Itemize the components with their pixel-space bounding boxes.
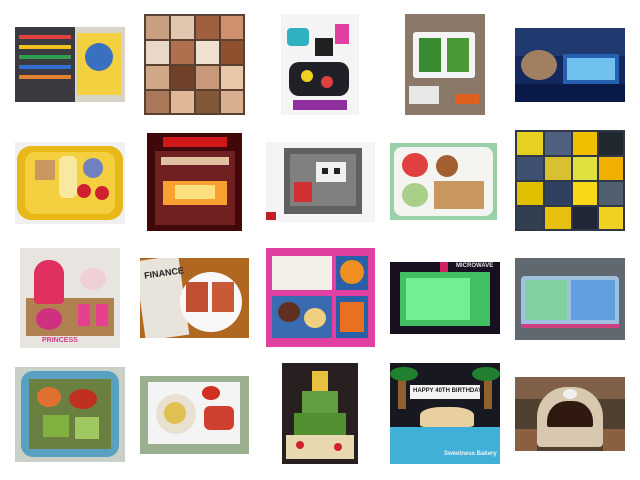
thumbnail-glowing-toaster-oven[interactable] [147, 133, 242, 231]
beach-cake-bakery-mark: Sweetness Bakery [444, 451, 497, 457]
thumbnail-abacus-toy-box[interactable] [15, 27, 125, 102]
thumbnail-colorful-trinkets[interactable] [281, 14, 359, 115]
thumbnail-pink-bento-lunchbox[interactable] [266, 248, 375, 347]
thumbnail-plate-with-tray[interactable] [140, 376, 249, 454]
thumbnail-blue-tray-display[interactable] [515, 28, 625, 102]
thumbnail-yellow-lunchbox-fruit[interactable] [15, 142, 125, 224]
beach-cake-banner: HAPPY 40TH BIRTHDAY [413, 388, 482, 394]
thumbnail-toy-wooden-oven[interactable] [515, 377, 625, 451]
thumbnail-miniature-room-diorama[interactable] [266, 142, 375, 222]
microwave-sign-label: MICROWAVE [456, 263, 493, 269]
thumbnail-pink-princess-cake[interactable]: PRINCESS [20, 248, 120, 348]
thumbnail-beach-birthday-cake[interactable]: HAPPY 40TH BIRTHDAY Sweetness Bakery [390, 363, 500, 464]
thumbnail-yellow-objects-collage[interactable] [515, 130, 625, 231]
thumbnail-blue-salad-container[interactable] [15, 367, 125, 462]
princess-watermark: PRINCESS [42, 337, 78, 344]
thumbnail-ziplock-bag-snack[interactable] [515, 258, 625, 340]
thumbnail-green-glowing-microwave[interactable]: MICROWAVE [390, 262, 500, 334]
thumbnail-bento-box-craft[interactable] [405, 14, 485, 115]
thumbnail-cupcake-collage[interactable] [144, 14, 245, 115]
thumbnail-toast-with-newspaper[interactable]: FINANCE [140, 258, 249, 338]
thumbnail-bento-sandwich-fruit[interactable] [390, 143, 497, 220]
thumbnail-decorated-tree-cake[interactable] [282, 363, 358, 464]
